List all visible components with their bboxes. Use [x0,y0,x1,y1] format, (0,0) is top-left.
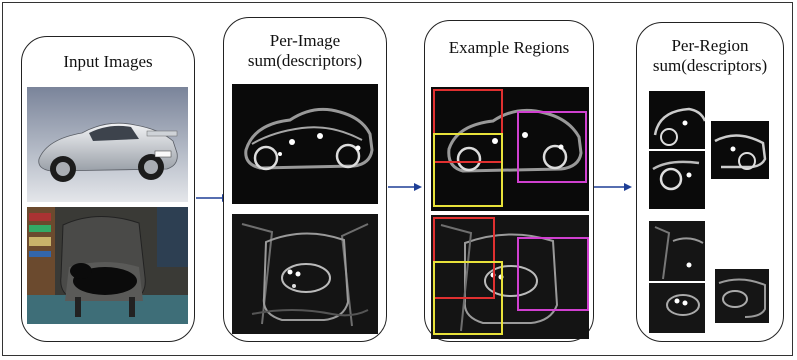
example-regions-panel: Example Regions [424,20,594,342]
region-crop-magenta [715,269,769,323]
region-box-yellow [433,261,503,335]
car-regions-map [431,87,589,211]
car-descriptor-map [232,84,378,204]
dog-regions-map [431,215,589,339]
region-crop-yellow [649,151,705,209]
car-photo [27,87,188,202]
panel-title-line1: Per-Image [269,31,341,50]
arrow-right-icon [388,183,422,191]
region-crop-red [649,91,705,149]
figure-frame [2,2,793,356]
region-crop-yellow [649,283,705,333]
panel-title: Example Regions [448,38,570,57]
per-region-panel: Per-Region sum(descriptors) [636,22,784,342]
region-box-yellow [433,133,503,207]
region-crop-red [649,221,705,281]
panel-title-line2: sum(descriptors) [652,56,768,75]
per-image-panel: Per-Image sum(descriptors) [223,17,387,342]
region-crop-magenta [711,121,769,179]
panel-title: Input Images [63,52,153,71]
input-images-panel: Input Images [21,36,195,342]
arrow-right-icon [594,183,632,191]
region-box-magenta [517,237,589,311]
panel-title-line2: sum(descriptors) [247,51,363,70]
region-box-red [433,89,503,163]
panel-title-line1: Per-Region [671,36,749,55]
dog-on-chair-photo [27,207,188,324]
region-box-magenta [517,111,587,183]
region-box-red [433,217,495,299]
dog-descriptor-map [232,214,378,334]
